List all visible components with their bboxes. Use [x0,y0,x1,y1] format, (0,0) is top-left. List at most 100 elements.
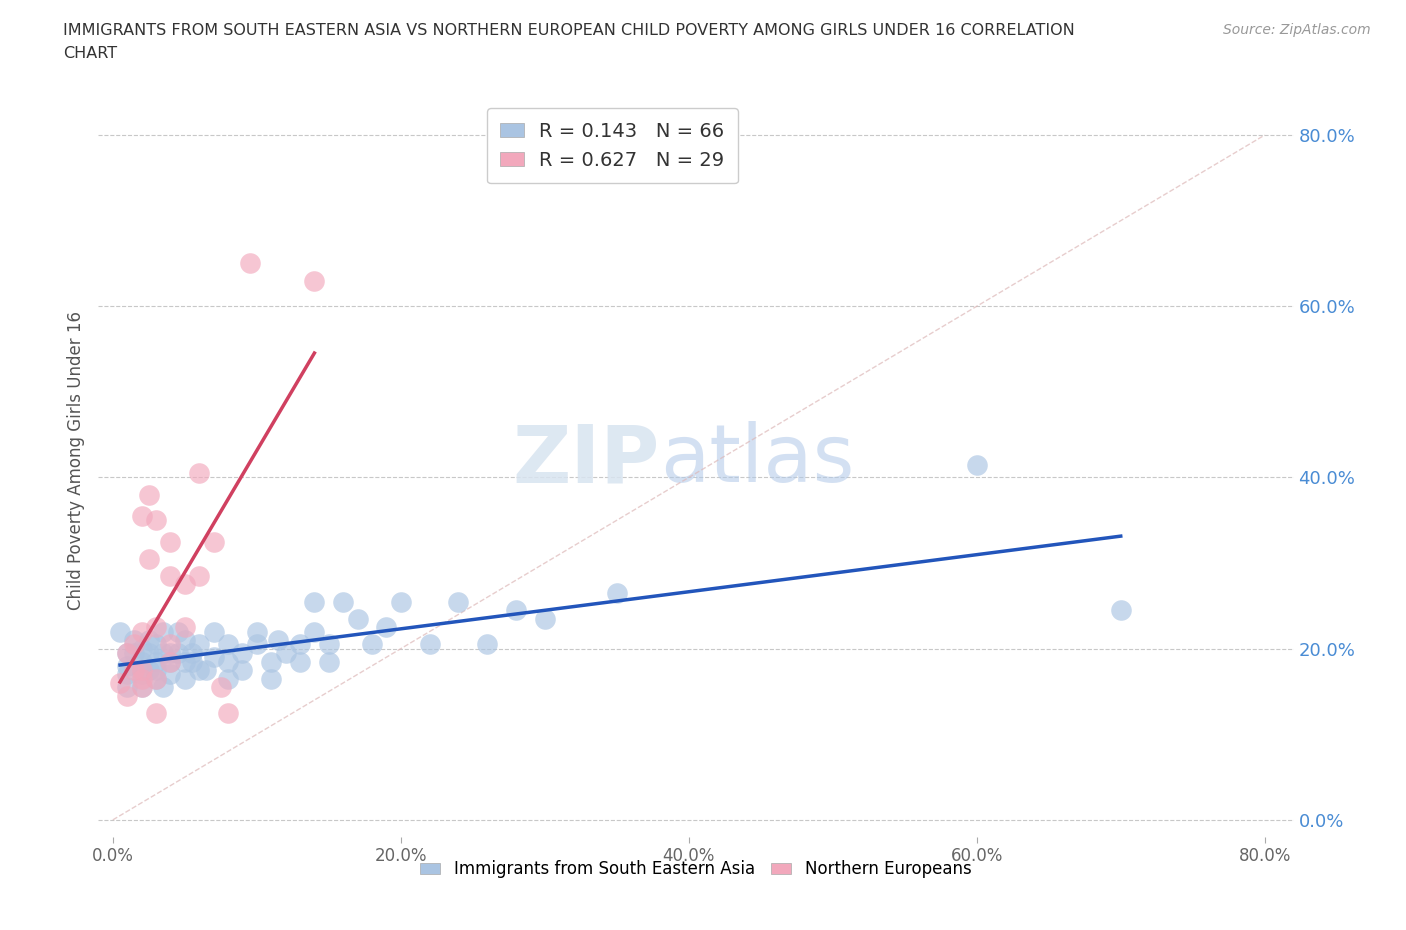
Point [188,663,211,678]
Point [159,654,181,669]
Point [145,619,167,634]
Point [166,624,188,639]
Point [173,654,195,669]
Point [159,534,181,549]
Point [108,624,131,639]
Point [477,637,499,652]
Point [318,654,340,669]
Point [131,642,153,657]
Point [188,568,211,583]
Text: atlas: atlas [661,421,855,499]
Point [181,654,204,669]
Point [389,594,412,609]
Point [304,624,326,639]
Point [115,667,138,682]
Point [124,645,146,660]
Point [274,645,297,660]
Point [159,654,181,669]
Point [131,654,153,669]
Point [231,645,253,660]
Point [159,637,181,652]
Point [131,509,153,524]
Point [188,637,211,652]
Point [217,706,239,721]
Point [260,654,283,669]
Point [145,654,167,669]
Point [239,256,262,271]
Point [188,466,211,481]
Point [145,512,167,527]
Point [361,637,384,652]
Point [231,663,253,678]
Point [138,632,160,647]
Point [346,611,368,626]
Point [202,534,225,549]
Point [145,663,167,678]
Point [173,671,195,686]
Point [173,632,195,647]
Text: ZIP: ZIP [513,421,661,499]
Point [209,680,232,695]
Point [966,458,988,472]
Text: CHART: CHART [63,46,117,61]
Point [131,667,153,682]
Point [108,675,131,690]
Point [131,680,153,695]
Point [606,586,628,601]
Point [318,637,340,652]
Point [166,645,188,660]
Text: IMMIGRANTS FROM SOUTH EASTERN ASIA VS NORTHERN EUROPEAN CHILD POVERTY AMONG GIRL: IMMIGRANTS FROM SOUTH EASTERN ASIA VS NO… [63,23,1076,38]
Point [288,654,311,669]
Point [145,671,167,686]
Point [217,654,239,669]
Point [115,645,138,660]
Point [124,663,146,678]
Point [152,624,174,639]
Point [145,706,167,721]
Legend: Immigrants from South Eastern Asia, Northern Europeans: Immigrants from South Eastern Asia, Nort… [413,854,979,885]
Point [124,632,146,647]
Point [124,637,146,652]
Point [202,624,225,639]
Point [131,663,153,678]
Point [181,645,204,660]
Point [145,671,167,686]
Point [304,273,326,288]
Point [217,671,239,686]
Point [115,688,138,703]
Point [138,663,160,678]
Y-axis label: Child Poverty Among Girls Under 16: Child Poverty Among Girls Under 16 [66,311,84,610]
Point [159,667,181,682]
Point [1109,603,1132,618]
Point [288,637,311,652]
Point [202,650,225,665]
Point [152,645,174,660]
Point [217,637,239,652]
Point [152,680,174,695]
Point [419,637,441,652]
Point [246,637,269,652]
Point [505,603,527,618]
Point [115,645,138,660]
Point [131,624,153,639]
Point [332,594,354,609]
Point [145,637,167,652]
Point [138,551,160,566]
Text: Source: ZipAtlas.com: Source: ZipAtlas.com [1223,23,1371,37]
Point [267,632,290,647]
Point [304,594,326,609]
Point [115,680,138,695]
Point [260,671,283,686]
Point [131,671,153,686]
Point [375,619,398,634]
Point [533,611,555,626]
Point [195,663,218,678]
Point [159,645,181,660]
Point [138,645,160,660]
Point [115,658,138,673]
Point [131,680,153,695]
Point [173,619,195,634]
Point [246,624,269,639]
Point [159,568,181,583]
Point [138,487,160,502]
